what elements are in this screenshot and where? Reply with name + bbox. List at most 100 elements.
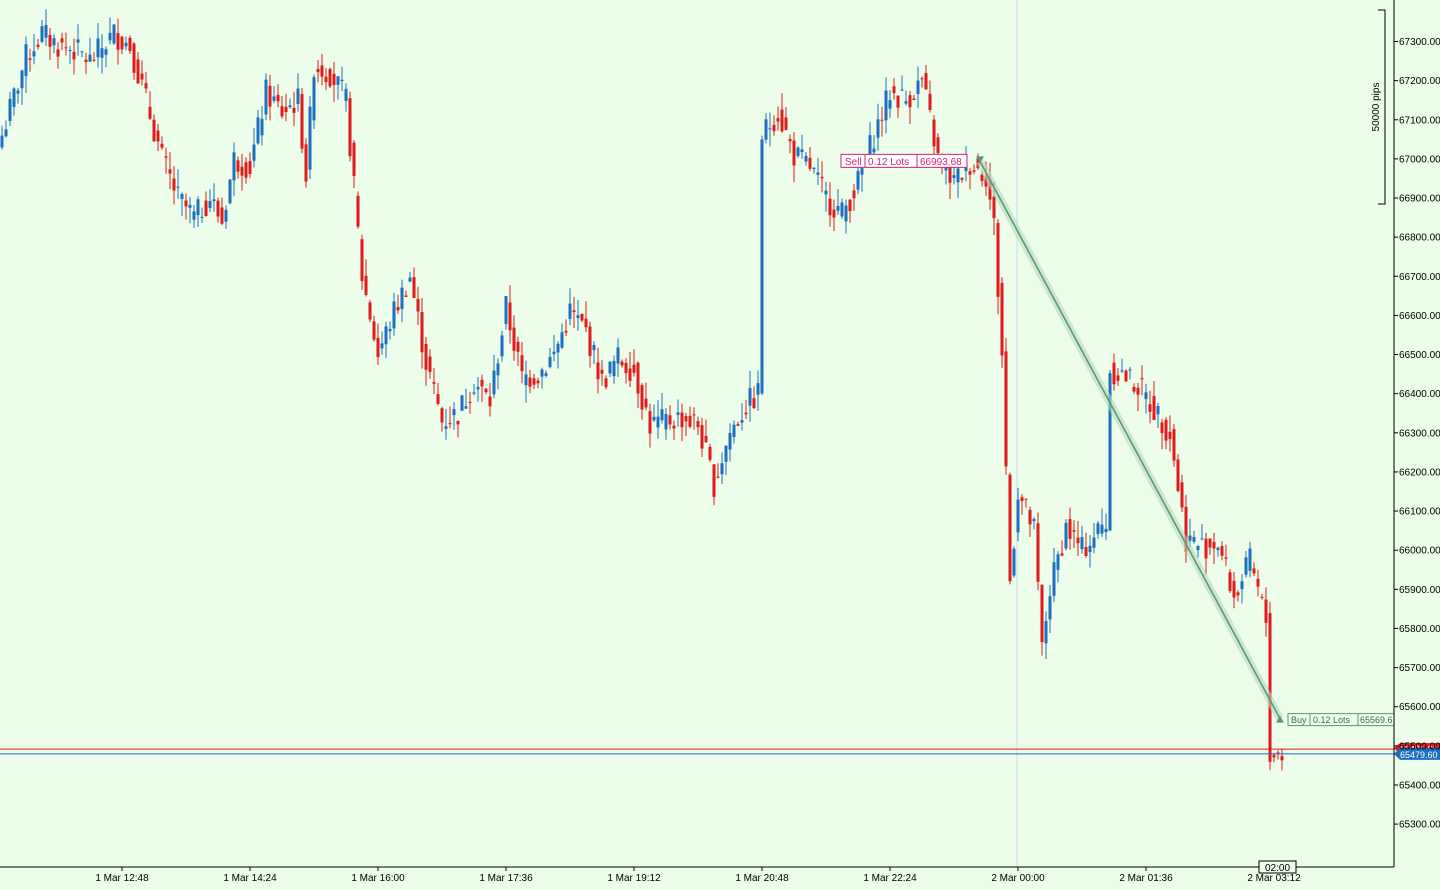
candle-body <box>132 43 136 73</box>
candle-body <box>544 373 548 376</box>
candle-body <box>528 377 532 387</box>
candle-body <box>264 79 268 115</box>
candle-body <box>1048 596 1052 620</box>
candle-body <box>764 119 768 140</box>
bear-candle <box>1164 417 1168 450</box>
sell-label-price: 66993.68 <box>920 157 962 168</box>
candle-body <box>1228 572 1232 591</box>
candle-body <box>780 109 784 132</box>
bear-candle <box>1008 472 1012 585</box>
bull-candle <box>16 87 20 104</box>
candle-body <box>852 190 856 199</box>
candle-body <box>968 171 972 175</box>
bull-candle <box>748 370 752 422</box>
candle-body <box>1232 580 1236 598</box>
bear-candle <box>908 90 912 124</box>
bull-candle <box>76 24 80 56</box>
bear-candle <box>584 301 588 332</box>
bull-candle <box>1240 574 1244 604</box>
bull-candle <box>392 292 396 336</box>
bull-candle <box>1080 525 1084 554</box>
bull-candle <box>228 179 232 205</box>
candle-body <box>812 167 816 170</box>
candle-body <box>312 77 316 121</box>
candle-body <box>1244 557 1248 575</box>
candle-body <box>284 106 288 113</box>
bull-candle <box>464 388 468 409</box>
bull-candle <box>200 207 204 223</box>
bull-candle <box>312 74 316 129</box>
candle-body <box>72 51 76 60</box>
bear-candle <box>508 285 512 344</box>
candle-body <box>1172 429 1176 461</box>
candle-body <box>900 89 904 91</box>
bear-candle <box>316 59 320 83</box>
candle-body <box>336 76 340 85</box>
price-tag-blue-label: 65479.60 <box>1400 750 1438 760</box>
candle-body <box>1132 386 1136 392</box>
bear-candle <box>1020 494 1024 515</box>
candle-body <box>704 435 708 443</box>
candle-body <box>184 200 188 207</box>
bull-candle <box>740 403 744 431</box>
bull-candle <box>1032 517 1036 530</box>
candle-body <box>960 177 964 180</box>
candle-body <box>540 369 544 377</box>
candle-body <box>648 411 652 434</box>
candle-body <box>460 395 464 411</box>
candle-body <box>1256 578 1260 587</box>
bear-candle <box>1084 532 1088 558</box>
candle-body <box>252 144 256 161</box>
candle-body <box>1068 519 1072 539</box>
bear-candle <box>788 134 792 154</box>
bear-candle <box>772 115 776 136</box>
bear-candle <box>980 171 984 187</box>
candle-body <box>424 343 428 370</box>
bull-candle <box>560 323 564 349</box>
candle-body <box>1196 545 1200 550</box>
bull-candle <box>308 95 312 180</box>
bull-candle <box>760 135 764 396</box>
candle-body <box>504 296 508 325</box>
candle-body <box>192 211 196 220</box>
bear-candle <box>1036 512 1040 591</box>
y-tick-label: 65400.00 <box>1399 780 1440 791</box>
candle-body <box>680 412 684 428</box>
candle-body <box>1220 546 1224 556</box>
bull-candle <box>260 106 264 146</box>
candle-body <box>360 239 364 282</box>
candle-body <box>276 94 280 102</box>
x-tick-label: 1 Mar 22:24 <box>863 873 917 884</box>
candle-body <box>920 78 924 80</box>
bull-candle <box>252 127 256 168</box>
candle-body <box>1204 538 1208 559</box>
bear-candle <box>128 35 132 54</box>
bull-candle <box>660 392 664 424</box>
candle-body <box>904 101 908 104</box>
bear-candle <box>972 164 976 175</box>
candle-body <box>1000 282 1004 356</box>
candle-body <box>148 106 152 119</box>
candle-body <box>204 200 208 217</box>
candle-body <box>320 65 324 77</box>
candle-body <box>160 143 164 148</box>
y-tick-label: 65600.00 <box>1399 702 1440 713</box>
candle-body <box>692 414 696 416</box>
bear-candle <box>140 60 144 86</box>
bull-candle <box>408 272 412 283</box>
bull-candle <box>724 445 728 476</box>
candle-body <box>572 310 576 313</box>
y-tick-label: 66900.00 <box>1399 194 1440 205</box>
bull-candle <box>800 134 804 159</box>
bull-candle <box>476 377 480 402</box>
bear-candle <box>600 360 604 386</box>
candle-body <box>884 90 888 121</box>
bull-candle <box>616 338 620 377</box>
bear-candle <box>1228 569 1232 594</box>
bear-candle <box>692 407 696 430</box>
y-tick-label: 65300.00 <box>1399 820 1440 831</box>
candle-body <box>868 135 872 163</box>
candle-body <box>1020 497 1024 501</box>
